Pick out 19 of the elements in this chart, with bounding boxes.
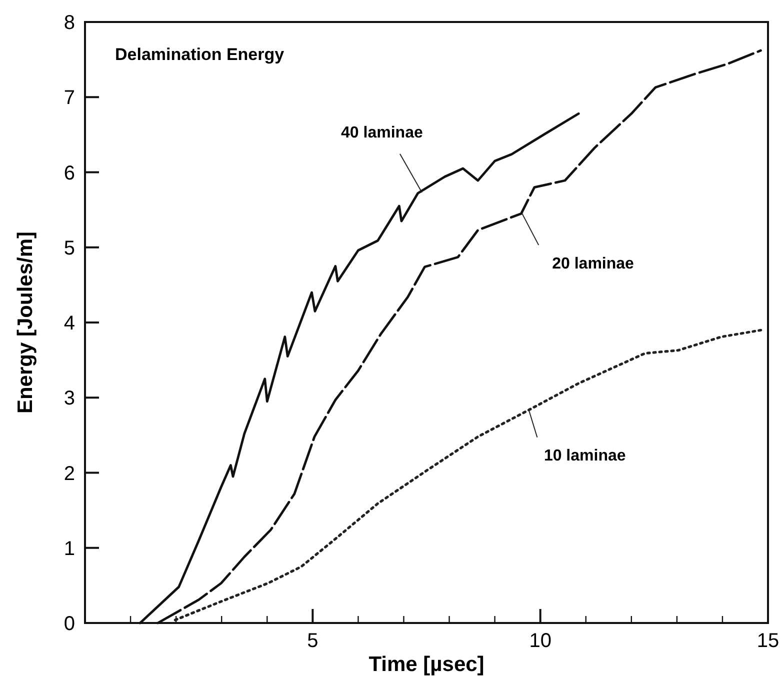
y-axis-title: Energy [Joules/m]	[14, 231, 37, 414]
text: Delamination Energy	[115, 45, 285, 64]
x-axis-title: Time [µsec]	[368, 653, 484, 676]
y-tick-label: 6	[64, 162, 75, 184]
x-tick-label: 15	[756, 630, 780, 652]
line-series	[174, 328, 763, 622]
annotation: 20 laminae	[552, 256, 634, 273]
y-tick-label: 0	[64, 613, 75, 635]
annotation: 10 laminae	[544, 447, 626, 464]
y-tick-label: 5	[64, 237, 75, 260]
y-tick-label: 1	[64, 538, 75, 560]
y-tick-label: 3	[64, 388, 75, 410]
y-tick-label: 4	[64, 312, 75, 334]
y-tick-label: 7	[64, 87, 75, 110]
x-tick-label: 5	[307, 630, 318, 652]
y-tick-label: 8	[64, 12, 75, 34]
annotation: 40 laminae	[341, 124, 423, 142]
x-tick-label: 10	[529, 630, 552, 652]
y-tick-label: 2	[64, 462, 75, 485]
